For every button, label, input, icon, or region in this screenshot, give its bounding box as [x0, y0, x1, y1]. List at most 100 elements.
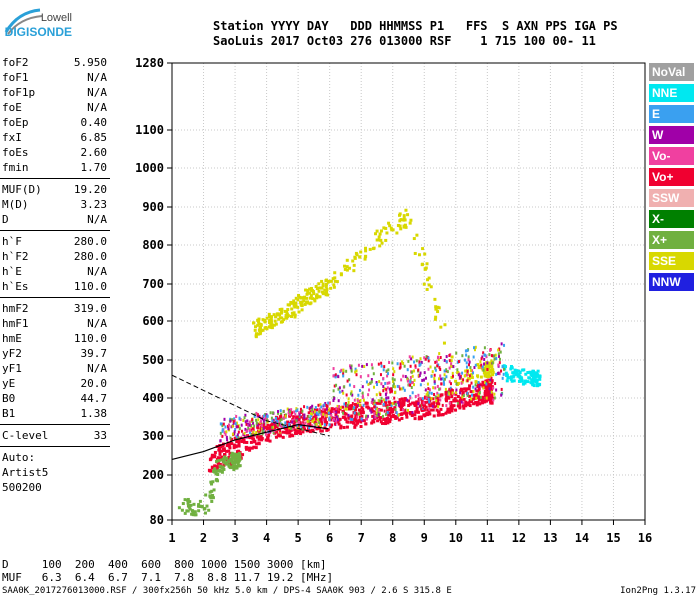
echo-point: [451, 391, 454, 395]
echo-point: [256, 413, 259, 417]
echo-point: [218, 450, 222, 454]
echo-point: [415, 406, 419, 410]
param-row: fmin 1.70: [0, 160, 110, 175]
echo-point: [478, 391, 481, 395]
echo-point: [180, 508, 184, 512]
echo-point: [439, 356, 442, 360]
echo-point: [477, 380, 480, 384]
echo-point: [423, 267, 427, 271]
echo-point: [485, 390, 489, 394]
echo-point: [236, 456, 240, 460]
echo-point: [273, 319, 277, 323]
echo-point: [483, 368, 487, 372]
echo-point: [278, 308, 282, 312]
echo-point: [490, 401, 494, 405]
echo-point: [408, 411, 412, 415]
echo-point: [261, 427, 264, 431]
echo-point: [464, 389, 468, 393]
echo-point: [303, 413, 306, 417]
echo-point: [479, 395, 482, 399]
echo-point: [364, 422, 368, 426]
echo-point: [396, 223, 400, 227]
echo-point: [418, 397, 421, 401]
echo-point: [538, 377, 542, 381]
echo-point: [287, 411, 290, 415]
echo-point: [445, 368, 448, 372]
echo-point: [423, 356, 426, 360]
echo-point: [436, 364, 439, 368]
echo-point: [284, 316, 288, 320]
echo-point: [209, 469, 213, 473]
echo-point: [299, 424, 302, 428]
echo-point: [450, 404, 453, 408]
echo-point: [514, 372, 518, 376]
echo-point: [291, 420, 294, 424]
echo-point: [306, 291, 310, 295]
echo-point: [399, 365, 402, 369]
echo-point: [462, 406, 466, 410]
echo-point: [276, 423, 279, 427]
echo-point: [259, 323, 263, 327]
echo-point: [304, 417, 308, 421]
echo-point: [244, 413, 247, 417]
echo-point: [482, 380, 486, 384]
echo-point: [242, 440, 246, 444]
echo-point: [363, 255, 367, 259]
echo-point: [358, 418, 362, 422]
echo-point: [489, 378, 492, 382]
echo-point: [380, 241, 384, 245]
echo-point: [428, 407, 431, 411]
echo-point: [224, 433, 227, 437]
echo-point: [421, 247, 425, 251]
echo-point: [434, 395, 437, 399]
echo-point: [324, 285, 328, 289]
echo-point: [398, 385, 401, 389]
echo-point: [481, 365, 484, 369]
echo-point: [423, 400, 427, 404]
echo-point: [443, 323, 447, 327]
echo-point: [445, 360, 448, 364]
echo-point: [353, 425, 357, 429]
echo-point: [307, 423, 311, 427]
echo-point: [279, 416, 283, 420]
echo-point: [378, 412, 381, 416]
param-row: h`F 280.0: [0, 234, 110, 249]
echo-point: [459, 375, 462, 379]
echo-point: [235, 414, 238, 418]
echo-point: [378, 391, 381, 395]
echo-point: [403, 411, 407, 415]
echo-point: [297, 416, 301, 420]
echo-point: [502, 372, 505, 376]
echo-point: [277, 409, 280, 413]
echo-point: [438, 387, 441, 391]
echo-point: [272, 418, 275, 422]
echo-point: [272, 323, 276, 327]
echo-point: [334, 409, 338, 413]
echo-point: [361, 408, 365, 412]
echo-point: [347, 400, 350, 404]
echo-point: [462, 397, 466, 401]
echo-point: [431, 397, 435, 401]
echo-point: [279, 424, 282, 428]
echo-point: [220, 466, 224, 470]
echo-point: [210, 482, 214, 486]
echo-point: [220, 449, 224, 453]
param-row: hmF2 319.0: [0, 301, 110, 316]
echo-point: [268, 315, 272, 319]
param-value: 20.0: [80, 377, 108, 390]
echo-point: [373, 412, 376, 416]
echo-point: [473, 348, 476, 352]
echo-point: [328, 401, 331, 405]
param-row: hmE 110.0: [0, 331, 110, 346]
echo-point: [387, 400, 391, 404]
echo-point: [349, 366, 352, 370]
logo-line1: Lowell: [40, 12, 72, 24]
echo-point: [378, 244, 382, 248]
echo-point: [500, 393, 503, 397]
echo-point: [235, 425, 238, 429]
param-value: 5.950: [73, 56, 107, 69]
echo-point: [207, 508, 211, 512]
echo-point: [322, 418, 325, 422]
echo-point: [370, 409, 374, 413]
echo-point: [228, 442, 232, 446]
